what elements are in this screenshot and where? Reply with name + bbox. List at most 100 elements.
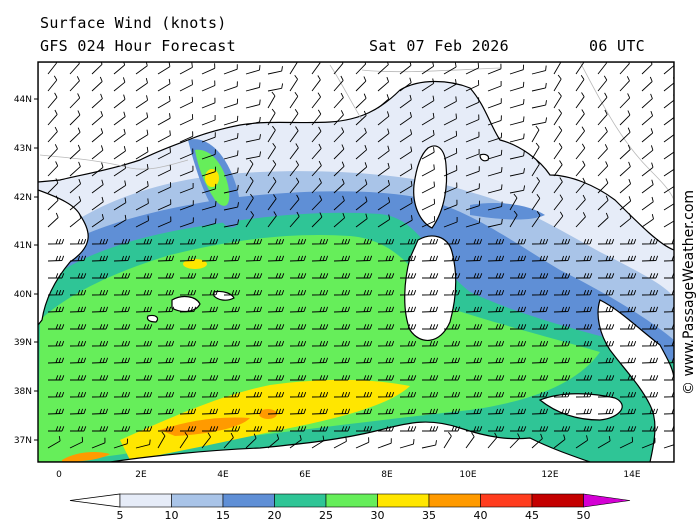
wind-barb [267,340,285,347]
wind-barb [312,426,329,432]
wind-barb [246,426,263,432]
wind-barb [245,159,254,177]
wind-barb [598,375,615,381]
wind-barb [180,324,197,330]
wind-barb [575,75,585,92]
wind-barb [443,357,461,364]
wind-barb [47,408,65,415]
wind-barb [312,324,329,330]
wind-barb [597,212,609,228]
wind-barb [531,408,549,415]
wind-barb [465,238,483,245]
wind-barb [465,149,480,160]
wind-barb [114,426,131,432]
wind-barb [663,341,674,347]
wind-barb [575,340,593,347]
wind-barb [509,408,527,415]
wind-barb [465,200,481,211]
wind-barb [157,238,175,245]
wind-barb [597,408,615,415]
wind-barb [311,408,329,415]
wind-barb [135,340,153,347]
longitude-labels: 0 2E 4E 6E 8E 10E 12E 14E [56,470,641,480]
wind-barb [333,195,345,211]
wind-barb [399,357,417,364]
wind-barb [179,432,189,449]
wind-barb [597,109,608,126]
wind-barb [664,273,674,279]
wind-barb [91,357,109,364]
wind-barb [421,391,439,398]
wind-barb [641,437,656,449]
wind-barb [267,177,277,194]
wind-barb [289,289,307,296]
wind-barb [553,143,563,160]
wind-barb [400,426,417,432]
wind-barb [575,408,593,415]
wind-barb [531,65,547,75]
wind-barb [487,132,503,143]
wind-barb [201,408,219,415]
wind-barb [267,194,277,211]
wind-barb [510,273,527,279]
wind-barb [576,273,593,279]
wind-barb [597,340,615,347]
wind-barb [69,408,87,415]
wind-barb [597,255,615,262]
wind-barb [47,126,58,143]
wind-barb [377,340,395,347]
wind-barb [553,160,563,177]
wind-barb [399,62,412,75]
wind-barb [157,182,172,194]
wind-barb [465,340,483,347]
wind-barb [355,238,373,245]
wind-barb [223,81,238,92]
wind-barb [355,213,368,228]
wind-barb [575,238,593,245]
wind-barb [48,375,65,381]
wind-barb [619,255,637,262]
wind-barb [597,289,615,296]
wind-barb [113,340,131,347]
wind-barb [289,391,307,398]
wind-barb [267,108,276,126]
band-lion-max [205,169,219,187]
wind-barb [399,340,417,347]
wind-barb [598,324,615,330]
wind-barb [597,306,615,313]
wind-barb [377,391,395,398]
borders [39,62,674,201]
wind-barb [180,426,197,432]
wind-barb [157,289,175,296]
wind-barb [289,109,299,126]
wind-barb [465,131,480,143]
wind-barb [135,289,153,296]
wind-barb [245,391,263,398]
wind-barb [575,109,585,126]
wind-barb [333,306,351,313]
wind-barb [92,324,109,330]
colorbar-label: 40 [474,509,488,522]
wind-barb [268,324,285,330]
wind-barb [597,391,615,398]
wind-barb [136,426,153,432]
wind-barb [223,289,241,296]
wind-barb [223,306,241,313]
wind-barb [158,375,175,381]
wind-barb [48,426,65,432]
wind-barb [69,213,82,228]
wind-barb [509,64,525,75]
wind-barb [355,196,368,211]
wind-barb [487,149,503,160]
wind-barb [113,255,131,262]
wind-barb [399,77,412,92]
wind-barb [289,143,299,160]
credit-text: © www.PassageWeather.com [681,189,697,395]
wind-barb [289,160,299,177]
wind-barb [509,150,525,160]
wind-barb [575,212,586,228]
colorbar-label: 50 [577,509,591,522]
wind-barb [201,357,219,364]
wind-barb [531,211,541,228]
wind-barb [377,357,395,364]
